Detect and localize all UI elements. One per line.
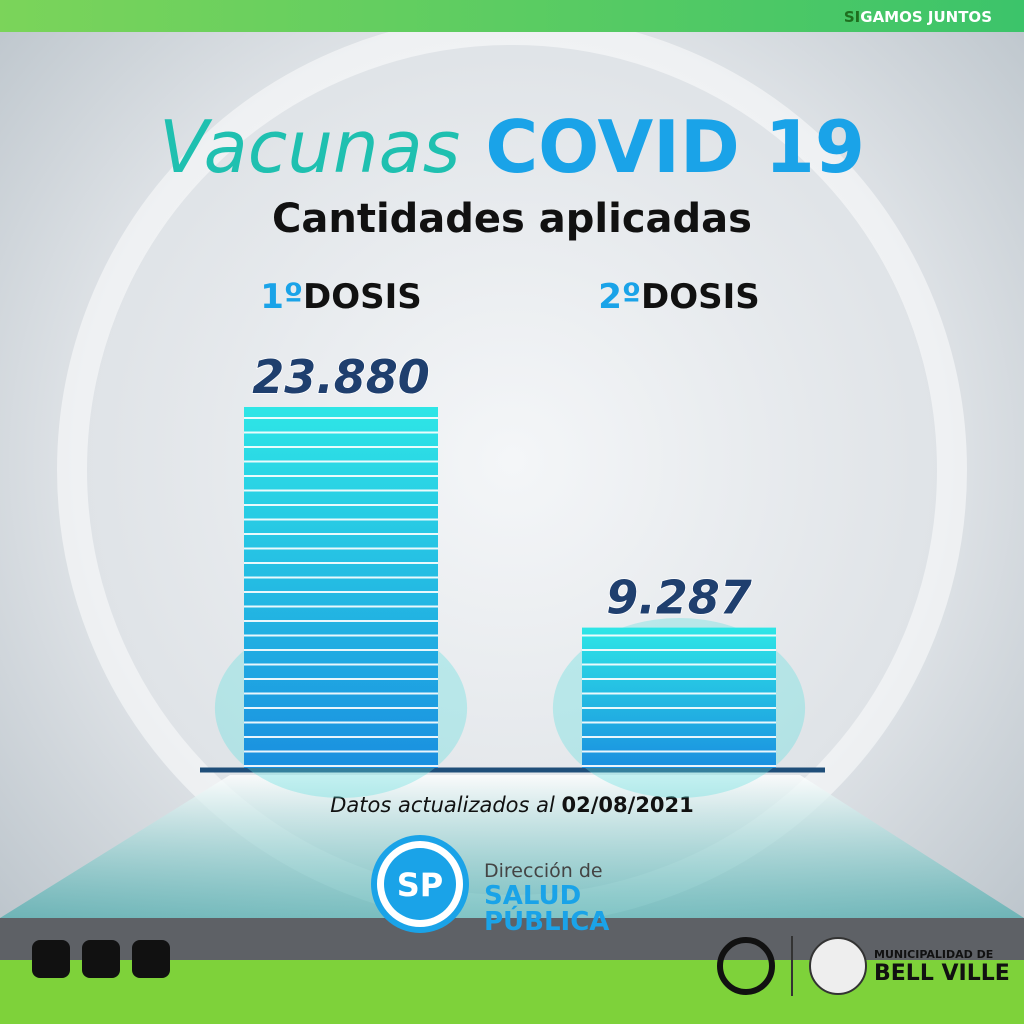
value-label: 23.880 [252, 350, 430, 404]
floor [0, 775, 1024, 918]
bar-stripes [582, 627, 776, 768]
value-label: 9.287 [606, 571, 752, 625]
title: Vacunas COVID 19 [159, 105, 865, 189]
logo-inner [384, 848, 456, 920]
title-b: COVID 19 [485, 105, 865, 189]
logo-line2: SALUD [484, 881, 581, 911]
slogan: SIGAMOS JUNTOS [844, 8, 992, 26]
note-b: 02/08/2021 [562, 793, 694, 817]
twitter-icon[interactable] [132, 940, 170, 978]
category-label: 2ºDOSIS [598, 277, 760, 317]
top-bar [0, 0, 1024, 32]
logo-line3: PÚBLICA [484, 905, 609, 937]
facebook-icon[interactable] [32, 940, 70, 978]
note: Datos actualizados al 02/08/2021 [330, 793, 694, 817]
logo-line1: Dirección de [484, 860, 603, 882]
subtitle: Cantidades aplicadas [272, 196, 752, 242]
note-a: Datos actualizados al [330, 793, 555, 817]
instagram-icon[interactable] [82, 940, 120, 978]
slogan-a: SI [844, 8, 860, 26]
social-icons [32, 940, 170, 978]
title-a: Vacunas [159, 105, 460, 189]
bar-stripes [244, 407, 438, 768]
slogan-b: GAMOS JUNTOS [860, 8, 992, 26]
emblem-ring [717, 937, 775, 995]
logo-initials: SP [397, 866, 444, 904]
crest [809, 937, 867, 995]
municipality-line1: MUNICIPALIDAD DE [874, 948, 993, 961]
category-label: 1ºDOSIS [260, 277, 422, 317]
municipality-line2: BELL VILLE [874, 961, 1010, 986]
